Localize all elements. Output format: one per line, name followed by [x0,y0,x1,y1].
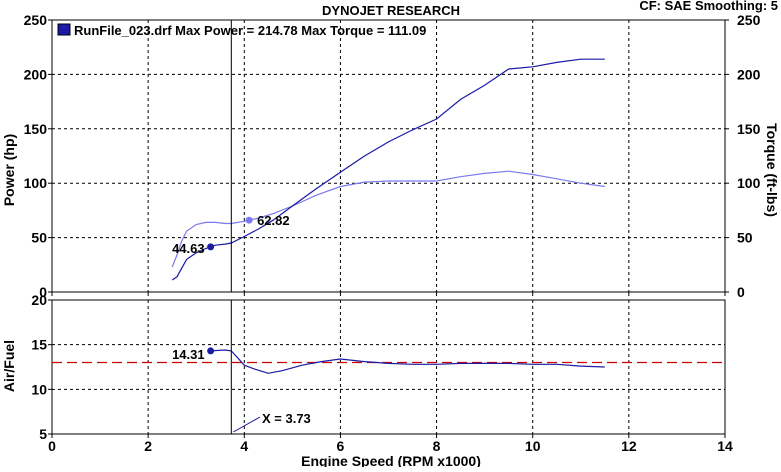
axes-layer: 0 50 100 150 200 250 0 50 100 150 200 250 0 2 4 6 8 10 12 1… [24,12,761,454]
legend-text: RunFile_023.drf Max Power = 214.78 Max T… [74,23,426,38]
afr-y-tick-label: 5 [39,426,47,442]
x-tick-label: 14 [717,438,733,454]
power-torque-y2-tick-label: 150 [737,121,761,137]
power-torque-y-tick-label: 50 [31,230,47,246]
torque-marker-label: 62.82 [257,213,290,228]
torque-marker [245,216,253,224]
chart-title: DYNOJET RESEARCH [322,3,460,18]
power-marker-label: 44.63 [172,241,205,256]
power-torque-y-tick-label: 0 [39,284,47,300]
afr-y-tick-label: 10 [31,381,47,397]
x-tick-label: 8 [433,438,441,454]
afr-marker [207,347,215,355]
y2-axis-label-torque: Torque (ft-lbs) [764,123,780,217]
annotation-layer: 44.63 62.82 14.31 [172,20,290,434]
x-tick-label: 12 [621,438,637,454]
y-axis-label-afr: Air/Fuel [1,340,17,392]
x-tick-label: 4 [240,438,248,454]
power-torque-y-tick-label: 250 [24,12,48,28]
afr-line [210,349,605,374]
afr-plot-frame [51,299,726,435]
power-torque-y2-tick-label: 100 [737,175,761,191]
x-tick-label: 6 [337,438,345,454]
x-tick-label: 10 [525,438,541,454]
afr-y-tick-label: 20 [31,292,47,308]
x-axis-label: Engine Speed (RPM x1000) [301,453,481,467]
power-torque-y-tick-label: 200 [24,66,48,82]
power-torque-y2-tick-label: 0 [737,284,745,300]
data-layer [52,58,725,374]
x-tick-label: 2 [144,438,152,454]
settings-label: CF: SAE Smoothing: 5 [639,0,778,13]
legend-swatch[interactable] [57,23,71,36]
afr-y-tick-label: 15 [31,337,47,353]
power-line [171,58,605,281]
afr-marker-label: 14.31 [172,347,205,362]
power-marker [207,243,215,251]
y-axis-label-power: Power (hp) [1,134,17,206]
cursor-label-leader [233,416,261,433]
power-torque-y-tick-label: 100 [24,175,48,191]
x-tick-label: 0 [48,438,56,454]
power-torque-y2-tick-label: 50 [737,230,753,246]
power-torque-y2-tick-label: 250 [737,12,761,28]
power-torque-plot-frame [51,19,726,293]
cursor-label: X = 3.73 [262,411,311,426]
torque-line [171,170,605,268]
power-torque-y-tick-label: 150 [24,121,48,137]
power-torque-y2-tick-label: 200 [737,66,761,82]
